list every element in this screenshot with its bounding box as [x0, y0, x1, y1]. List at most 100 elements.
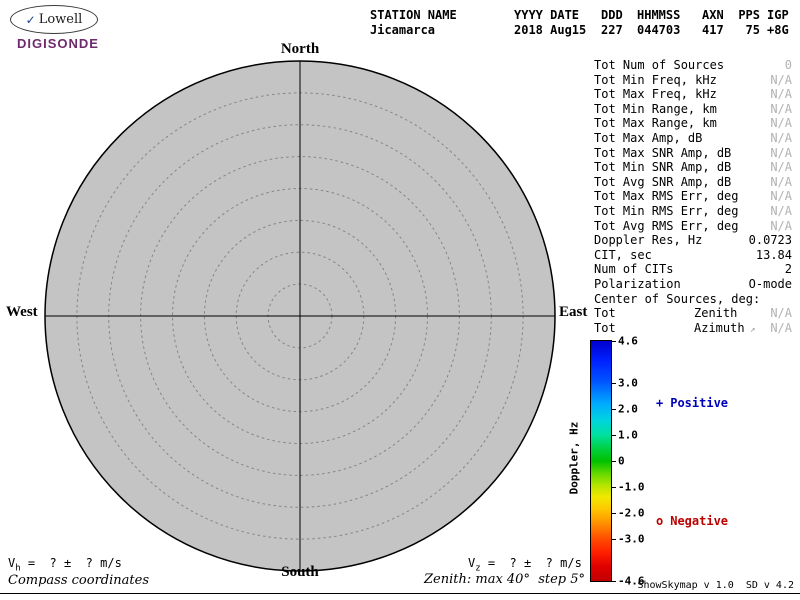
header-hhmmss-value: 044703	[637, 23, 681, 37]
colorbar-tick	[611, 513, 616, 515]
header-station-value: Jicamarca	[370, 23, 436, 37]
stat-label: Tot Max Range, km	[594, 116, 717, 131]
stat-row: Doppler Res, Hz 0.0723	[594, 233, 792, 248]
vz-readout: Vz = ? ± ? m/s	[468, 556, 582, 573]
colorbar-tick-label: -1.0	[618, 480, 645, 494]
header-pps-label: PPS	[738, 8, 760, 22]
colorbar-gradient	[591, 341, 611, 581]
header-date-label: YYYY DATE	[514, 8, 580, 22]
header-hhmmss-label: HHMMSS	[637, 8, 681, 22]
compass-coordinates-note: Compass coordinates	[8, 573, 149, 588]
stat-value: N/A	[770, 130, 792, 145]
stat-label: Center of Sources, deg:	[594, 291, 761, 306]
header-ddd-label: DDD	[601, 8, 623, 22]
logo-brand-text: Lowell	[38, 12, 83, 27]
stat-row: Tot Min SNR Amp, dB N/A	[594, 160, 792, 175]
header-axn-label: AXN	[702, 8, 724, 22]
colorbar-tick-label: 0	[618, 454, 625, 468]
stat-value: 2	[784, 262, 792, 277]
stat-value: N/A	[770, 306, 792, 321]
vh-symbol: V	[8, 556, 16, 570]
stat-label: Tot Max RMS Err, deg	[594, 189, 739, 204]
stat-row: Tot Max Freq, kHz N/A	[594, 87, 792, 102]
header-axn-value: 417	[702, 23, 724, 37]
colorbar-tick	[611, 487, 616, 489]
skymap-polar-plot	[44, 60, 556, 572]
stat-value: N/A	[770, 116, 792, 131]
stat-value: N/A	[770, 87, 792, 102]
stat-row: Tot Azimuth ↗ N/A	[594, 321, 792, 336]
zenith-range-note: Zenith: max 40° step 5°	[424, 572, 586, 587]
colorbar-tick-label: -3.0	[618, 532, 645, 546]
stat-row: Tot Max Range, km N/A	[594, 116, 792, 131]
stat-value: N/A	[770, 101, 792, 116]
compass-label-west: West	[6, 304, 38, 320]
azimuth-arrow-icon: ↗	[750, 324, 756, 335]
stat-value: N/A	[770, 320, 792, 335]
header-igp-label: IGP	[767, 8, 789, 22]
logo-oval: ✓ Lowell	[10, 5, 98, 34]
compass-label-east: East	[559, 304, 588, 320]
legend-positive: + Positive	[656, 396, 728, 410]
stat-row: Polarization O-mode	[594, 277, 792, 292]
colorbar-tick	[611, 382, 616, 384]
colorbar-axis-label: Doppler, Hz	[567, 421, 581, 495]
stat-label: Tot Min RMS Err, deg	[594, 203, 739, 218]
compass-label-north: North	[280, 41, 320, 57]
legend-negative: o Negative	[656, 514, 728, 528]
stat-value: N/A	[770, 72, 792, 87]
doppler-colorbar: 4.6 3.0 2.0 1.0 0 -1.0 -2.0 -3.0 -4.6	[590, 335, 645, 588]
stat-row: Tot Max SNR Amp, dB N/A	[594, 146, 792, 161]
stat-value: N/A	[770, 174, 792, 189]
colorbar-tick-label: 3.0	[618, 376, 638, 390]
stat-label: Tot Num of Sources	[594, 58, 725, 72]
stat-row: Tot Zenith N/A	[594, 306, 792, 321]
stat-row: Tot Min RMS Err, deg N/A	[594, 204, 792, 219]
lowell-digisonde-logo: ✓ Lowell DIGISONDE	[8, 5, 108, 51]
stat-label: Num of CITs	[594, 262, 674, 277]
legend-negative-label: Negative	[670, 514, 729, 528]
header-igp-value: +8G	[767, 23, 789, 37]
colorbar-tick-label: 4.6	[618, 334, 638, 348]
stat-value: 0	[784, 58, 792, 72]
colorbar-tick	[611, 434, 616, 436]
version-text: ShowSkymap v 1.0 SD v 4.2	[637, 580, 794, 591]
stat-row: Tot Max RMS Err, deg N/A	[594, 189, 792, 204]
stat-row: CIT, sec 13.84	[594, 248, 792, 263]
stat-row: Tot Min Range, km N/A	[594, 102, 792, 117]
colorbar-tick-label: -2.0	[618, 506, 645, 520]
colorbar-tick-label: 1.0	[618, 428, 638, 442]
stat-value: N/A	[770, 218, 792, 233]
colorbar-tick-label: -4.6	[618, 574, 645, 588]
bottom-frame-line	[0, 593, 800, 594]
stat-label: Tot	[594, 306, 616, 321]
stat-value: N/A	[770, 145, 792, 160]
stat-row: Tot Num of Sources 0	[594, 58, 792, 73]
colorbar-tick	[611, 461, 616, 462]
header-station-label: STATION NAME	[370, 8, 457, 22]
vz-subscript: z	[475, 563, 481, 574]
stat-value: N/A	[770, 203, 792, 218]
vh-subscript: h	[15, 563, 21, 574]
logo-product-text: DIGISONDE	[17, 36, 99, 51]
stat-label: Tot Avg SNR Amp, dB	[594, 174, 732, 189]
colorbar-tick	[611, 581, 616, 582]
stat-label: Tot Min SNR Amp, dB	[594, 160, 732, 175]
stat-label: Tot	[594, 320, 616, 335]
stat-mid-label: Azimuth	[694, 320, 745, 335]
stat-row: Num of CITs 2	[594, 262, 792, 277]
stat-mid-label: Zenith	[694, 306, 738, 321]
stat-value: 0.0723	[748, 233, 792, 248]
stat-label: Tot Avg RMS Err, deg	[594, 218, 739, 233]
stat-value: N/A	[770, 189, 792, 204]
stat-value: N/A	[770, 160, 792, 175]
stat-value: O-mode	[748, 276, 792, 291]
stat-row: Tot Avg RMS Err, deg N/A	[594, 219, 792, 234]
header-date-value: 2018 Aug15	[514, 23, 587, 37]
vz-value: = ? ± ? m/s	[480, 556, 582, 570]
stat-row: Tot Avg SNR Amp, dB N/A	[594, 175, 792, 190]
vh-readout: Vh = ? ± ? m/s	[8, 556, 122, 573]
stat-row: Center of Sources, deg:	[594, 292, 792, 307]
colorbar-tick	[611, 539, 616, 541]
